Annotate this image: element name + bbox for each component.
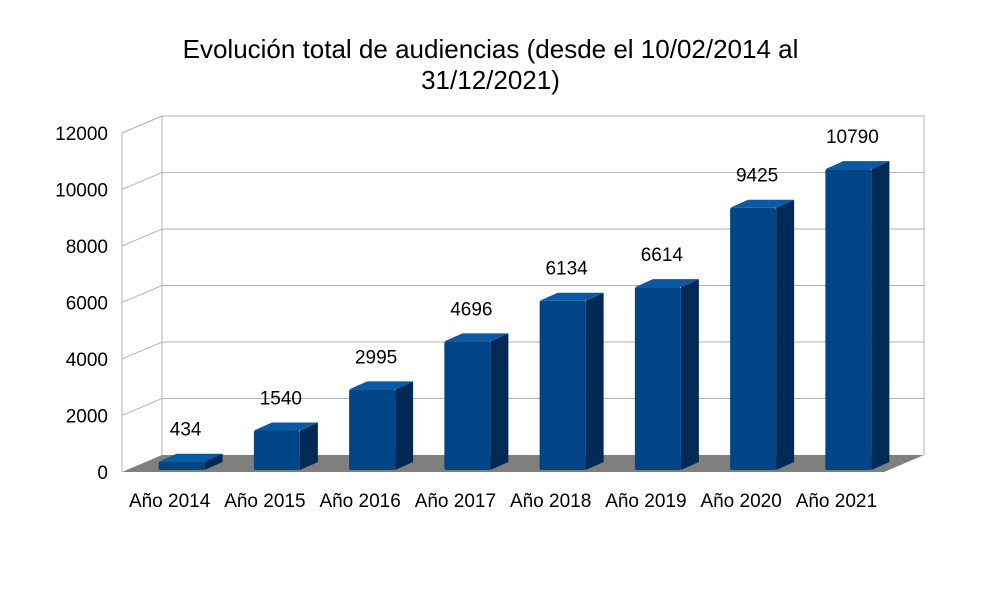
y-tick-label: 6000 [66, 294, 108, 315]
bar-side-face [776, 199, 795, 470]
gridline [121, 341, 924, 360]
x-tick-label: Año 2019 [605, 491, 686, 512]
data-label: 434 [170, 420, 202, 441]
data-label: 2995 [355, 347, 397, 368]
bar-top-face [158, 453, 223, 462]
bar [634, 279, 699, 470]
bar-front-face [730, 207, 777, 470]
bar-top-face [253, 422, 318, 431]
bar-top-face [730, 199, 795, 208]
bar [825, 161, 890, 470]
bar-top-face [539, 292, 604, 301]
y-tick-label: 8000 [66, 237, 108, 258]
bar-side-face [490, 333, 509, 470]
bar-side-face [204, 453, 223, 470]
bar [253, 422, 318, 470]
bar [158, 453, 223, 470]
bar-top-face [444, 333, 509, 342]
y-tick-label: 12000 [55, 124, 108, 145]
y-tick-label: 4000 [66, 350, 108, 371]
x-axis-tick-labels: Año 2014 Año 2015 Año 2016 Año 2017 Año 2018… [129, 491, 877, 512]
y-axis-tick-labels: 0 2000 4000 6000 8000 10000 12000 [55, 124, 108, 484]
data-label: 6134 [545, 259, 588, 280]
data-labels: 434 1540 2995 4696 6134 6614 9425 10790 [170, 127, 879, 441]
bar-front-face [539, 300, 586, 470]
gridline [121, 285, 924, 303]
chart-title-line-1: Evolución total de audiencias (desde el … [182, 34, 799, 64]
x-tick-label: Año 2018 [510, 491, 591, 512]
bar [539, 292, 604, 470]
data-label: 1540 [260, 388, 302, 409]
bar [349, 381, 414, 470]
x-tick-label: Año 2020 [700, 491, 781, 512]
bar-side-face [680, 279, 699, 470]
chart-bars [158, 161, 890, 470]
y-tick-label: 0 [97, 463, 108, 484]
floor-plane [122, 455, 924, 472]
data-label: 9425 [736, 166, 778, 187]
gridline [121, 398, 924, 416]
chart-gridlines [121, 115, 924, 416]
x-tick-label: Año 2014 [129, 491, 211, 512]
chart-walls [121, 115, 925, 472]
x-tick-label: Año 2015 [224, 491, 305, 512]
x-tick-label: Año 2021 [796, 491, 877, 512]
chart-title-line-2: 31/12/2021) [421, 65, 560, 95]
bar-side-face [299, 422, 318, 470]
bar-top-face [349, 381, 414, 390]
bar-side-face [585, 292, 604, 470]
gridline [121, 172, 924, 190]
bar-front-face [825, 169, 872, 470]
gridline [121, 115, 924, 134]
bar-front-face [349, 389, 396, 470]
bar-top-face [634, 279, 699, 288]
bar [444, 333, 509, 470]
x-tick-label: Año 2017 [415, 491, 496, 512]
bar-front-face [158, 461, 205, 470]
x-tick-label: Año 2016 [319, 491, 400, 512]
chart-floor [122, 455, 924, 472]
y-tick-label: 10000 [55, 181, 108, 202]
data-label: 10790 [826, 127, 879, 148]
data-label: 6614 [641, 245, 684, 266]
bar-front-face [444, 341, 491, 470]
bar-front-face [253, 430, 300, 470]
data-label: 4696 [450, 299, 492, 320]
y-tick-label: 2000 [66, 407, 108, 428]
chart-title: Evolución total de audiencias (desde el … [0, 34, 981, 96]
bar-front-face [634, 287, 681, 470]
bar-side-face [871, 161, 890, 470]
bar-side-face [395, 381, 414, 470]
gridline [121, 228, 924, 247]
bar [730, 199, 795, 470]
bar-top-face [825, 161, 890, 170]
